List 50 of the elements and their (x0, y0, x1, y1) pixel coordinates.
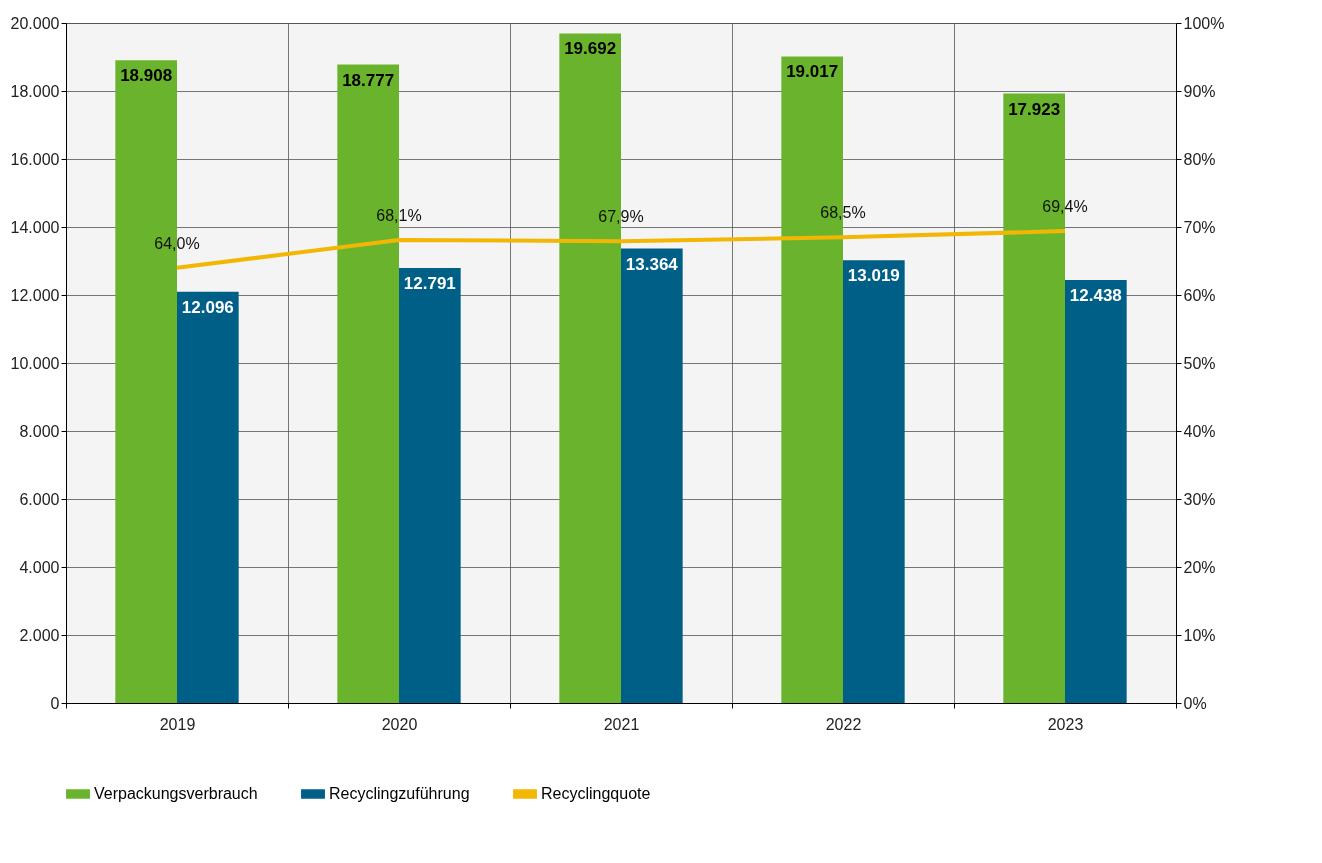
y-tick-label: 14.000 (10, 218, 60, 236)
y2-tick-label: 90% (1183, 82, 1216, 100)
data-label: 19.692 (564, 39, 617, 59)
y2-tick-label: 0% (1183, 694, 1207, 712)
y2-tick-label: 80% (1183, 150, 1216, 168)
data-label: 13.364 (625, 254, 679, 274)
data-label: 12.438 (1069, 286, 1122, 306)
y-tick-label: 16.000 (10, 150, 60, 168)
y2-tick-label: 100% (1183, 14, 1225, 32)
data-label: 18.908 (120, 66, 173, 86)
data-label: 69,4% (1042, 198, 1088, 216)
data-label: 64,0% (154, 234, 200, 252)
y2-tick-label: 10% (1183, 626, 1216, 644)
y2-tick-label: 40% (1183, 422, 1216, 440)
y2-tick-label: 20% (1183, 558, 1216, 576)
y-tick-label: 12.000 (10, 286, 60, 304)
data-label: 18.777 (342, 70, 395, 90)
x-tick-label: 2022 (825, 715, 862, 733)
legend-label: Verpackungsverbrauch (94, 785, 258, 802)
data-label: 17.923 (1008, 99, 1061, 119)
bar (1065, 280, 1127, 703)
y-tick-label: 8.000 (19, 422, 60, 440)
y-tick-label: 4.000 (19, 558, 60, 576)
data-label: 68,5% (820, 204, 866, 222)
x-tick-label: 2021 (603, 715, 640, 733)
y-tick-label: 2.000 (19, 626, 60, 644)
y2-tick-label: 30% (1183, 490, 1216, 508)
legend-label: Recyclingquote (541, 785, 651, 802)
y-tick-label: 10.000 (10, 354, 60, 372)
bar (177, 291, 239, 703)
y2-tick-label: 60% (1183, 286, 1216, 304)
x-tick-label: 2023 (1047, 715, 1084, 733)
bar (843, 260, 905, 703)
y-tick-label: 0 (50, 694, 60, 712)
x-tick-label: 2019 (159, 715, 196, 733)
bar (621, 248, 683, 703)
y-tick-label: 18.000 (10, 82, 60, 100)
y2-tick-label: 70% (1183, 218, 1216, 236)
y2-tick-label: 50% (1183, 354, 1216, 372)
data-label: 12.791 (403, 274, 456, 294)
data-label: 68,1% (376, 206, 422, 224)
data-label: 67,9% (598, 208, 644, 226)
data-label: 13.019 (847, 266, 900, 286)
data-label: 12.096 (181, 297, 234, 317)
x-tick-label: 2020 (381, 715, 418, 733)
legend-label: Recyclingzuführung (329, 785, 470, 802)
data-label: 19.017 (786, 62, 839, 82)
y-tick-label: 6.000 (19, 490, 60, 508)
bar (399, 268, 461, 703)
y-tick-label: 20.000 (10, 14, 60, 32)
